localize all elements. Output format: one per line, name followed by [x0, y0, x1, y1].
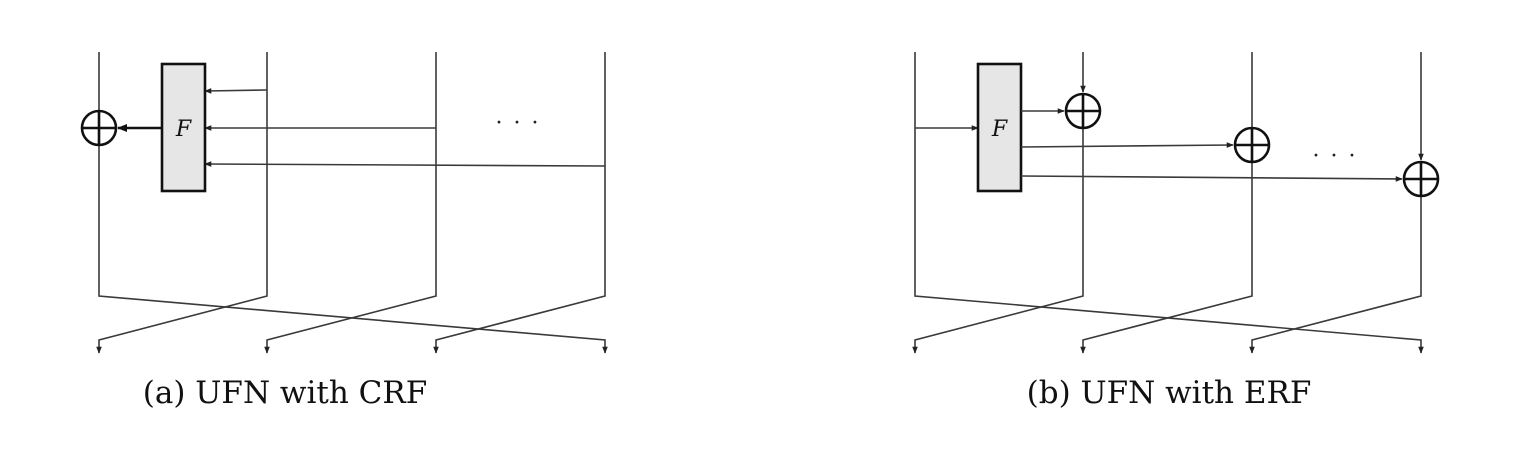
- xor-icon: [1402, 160, 1440, 198]
- xor-icon: [1064, 92, 1102, 130]
- branch-2-wire: [1080, 162, 1253, 354]
- f-function-label: F: [991, 117, 1008, 142]
- input-arrow-1: [204, 88, 268, 94]
- f-output-arrow-3: [1020, 175, 1403, 182]
- ellipsis: · · ·: [1313, 144, 1358, 169]
- caption-a: (a) UFN with CRF: [143, 375, 427, 411]
- input-arrow-3: [204, 161, 606, 167]
- f-function-box: [160, 62, 207, 193]
- branch-2-wire: [264, 52, 437, 354]
- caption-b: (b) UFN with ERF: [1027, 375, 1312, 411]
- xor-icon: [1233, 126, 1271, 164]
- diagram-a: F · · · (a) UFN with CRF: [80, 52, 608, 411]
- diagram-b: F · · · (b) UFN with ERF: [912, 52, 1440, 411]
- xor-icon: [80, 109, 118, 147]
- f-function-box: [976, 62, 1023, 193]
- ellipsis: · · ·: [496, 111, 541, 136]
- branch-3-wire: [1249, 197, 1422, 354]
- f-function-label: F: [175, 117, 192, 142]
- branch-1-wire: [96, 52, 268, 354]
- branch-3-wire: [433, 52, 606, 354]
- branch-1-wire: [912, 128, 1084, 354]
- f-output-arrow-2: [1020, 142, 1234, 148]
